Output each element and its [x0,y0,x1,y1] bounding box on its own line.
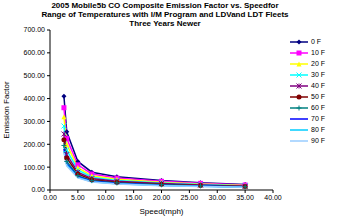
svg-text:40.00: 40.00 [264,194,282,201]
html-text:20 F: 20 F [311,60,325,67]
svg-text:Speed(mph): Speed(mph) [139,207,183,216]
html-text:60 F: 60 F [311,104,325,111]
html-text:30 F: 30 F [311,71,325,78]
svg-text:5.00: 5.00 [71,194,85,201]
html-text:80 F: 80 F [311,126,325,133]
svg-text:200.00: 200.00 [24,141,46,148]
svg-text:0.00: 0.00 [31,186,45,193]
html-text:90 F: 90 F [311,137,325,144]
html-text:70 F: 70 F [311,115,325,122]
html-text:2005 Mobile5b CO Composite Emi: 2005 Mobile5b CO Composite Emission Fact… [41,1,289,28]
svg-text:400.00: 400.00 [24,95,46,102]
html-text:0 F: 0 F [311,38,322,45]
svg-text:10.00: 10.00 [97,194,115,201]
html-text:40 F: 40 F [311,82,325,89]
svg-text:0.00: 0.00 [43,194,57,201]
svg-text:600.00: 600.00 [24,49,46,56]
svg-text:20.00: 20.00 [153,194,171,201]
svg-text:100.00: 100.00 [24,164,46,171]
svg-text:700.00: 700.00 [24,26,46,33]
svg-text:300.00: 300.00 [24,118,46,125]
svg-text:500.00: 500.00 [24,72,46,79]
html-text:10 F: 10 F [311,49,325,56]
svg-text:30.00: 30.00 [208,194,226,201]
svg-text:Emission Factor: Emission Factor [8,81,11,139]
html-text:50 F: 50 F [311,93,325,100]
svg-text:25.00: 25.00 [181,194,199,201]
svg-text:15.00: 15.00 [125,194,143,201]
svg-text:35.00: 35.00 [236,194,254,201]
